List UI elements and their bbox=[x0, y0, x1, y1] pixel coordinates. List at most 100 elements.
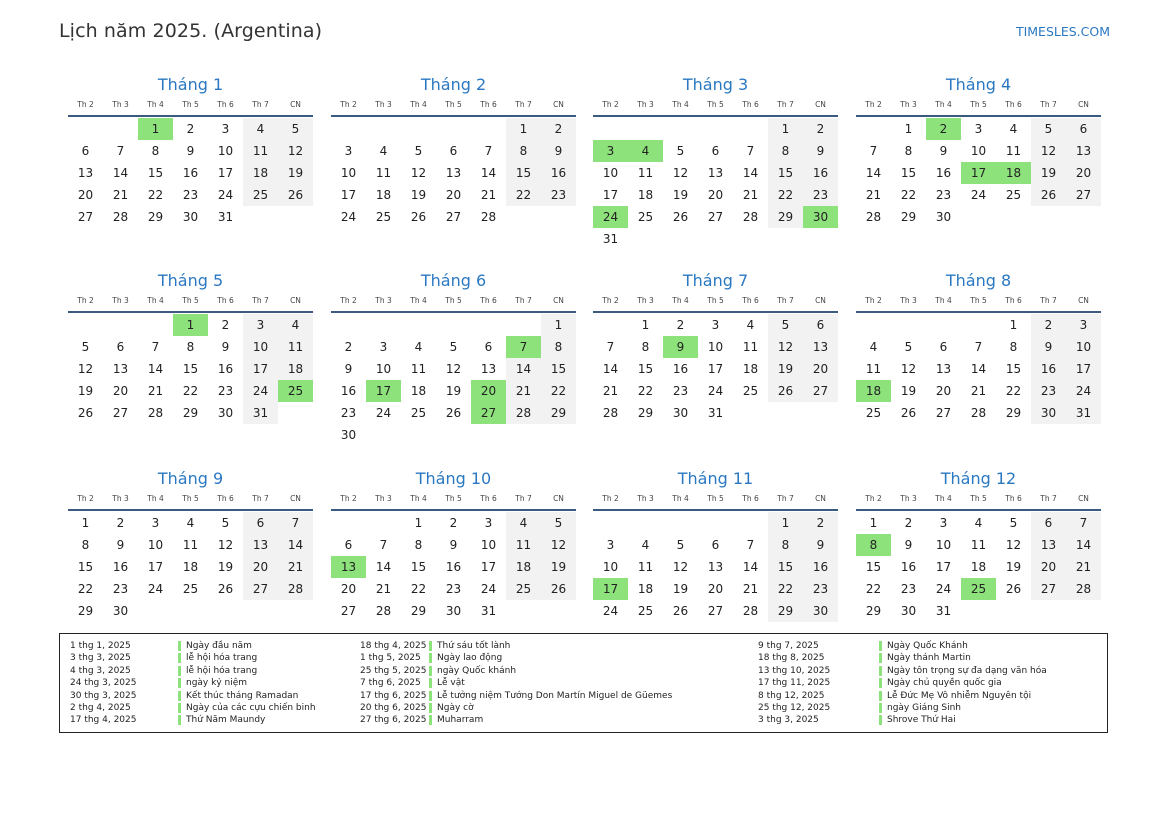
day-cell: 30 bbox=[445, 604, 462, 618]
day-cell: 13 bbox=[77, 166, 94, 180]
weekday-label: Th 3 bbox=[375, 100, 392, 109]
day-cell: 11 bbox=[742, 340, 759, 354]
month-calendar: Tháng 11 Th 2 Th 3 Th 4 Th 5 Th 6 Th 7 CN 1 2 3 4 5 6… bbox=[593, 468, 838, 622]
weekday-header: Th 2 Th 3 Th 4 Th 5 Th 6 Th 7 CN bbox=[593, 99, 838, 117]
weekday-label: Th 4 bbox=[935, 494, 952, 503]
day-cell: 18 bbox=[243, 162, 278, 184]
weekday-label: CN bbox=[553, 100, 564, 109]
weekday-label: CN bbox=[815, 296, 826, 305]
day-cell: 18 bbox=[637, 188, 654, 202]
weekday-label: Th 7 bbox=[1040, 100, 1057, 109]
day-cell: 27 bbox=[803, 380, 838, 402]
day-cell: 12 bbox=[77, 362, 94, 376]
holiday-date: 13 thg 10, 2025 bbox=[758, 665, 831, 676]
day-cell: 23 bbox=[217, 384, 234, 398]
day-cell: 14 bbox=[147, 362, 164, 376]
day-cell: 1 bbox=[506, 118, 541, 140]
day-cell: 10 bbox=[602, 560, 619, 574]
day-cell: 1 bbox=[904, 122, 913, 136]
site-link[interactable]: TIMESLES.COM bbox=[1015, 24, 1110, 39]
day-cell: 29 bbox=[77, 604, 94, 618]
holiday-day: 4 bbox=[628, 140, 663, 162]
holiday-date: 17 thg 11, 2025 bbox=[758, 678, 831, 689]
day-cell: 16 bbox=[900, 560, 917, 574]
day-cell: 7 bbox=[869, 144, 878, 158]
day-cell: 21 bbox=[375, 582, 392, 596]
day-cell: 5 bbox=[904, 340, 913, 354]
holiday-name: Ngày tôn trọng sự đa dạng văn hóa bbox=[879, 665, 1047, 676]
weekday-header: Th 2 Th 3 Th 4 Th 5 Th 6 Th 7 CN bbox=[856, 99, 1101, 117]
day-cell: 28 bbox=[742, 210, 759, 224]
day-cell: 11 bbox=[410, 362, 427, 376]
month-title: Tháng 9 bbox=[157, 469, 224, 488]
month-calendar: Tháng 12 Th 2 Th 3 Th 4 Th 5 Th 6 Th 7 CN 1 2 3 4 5 6… bbox=[856, 468, 1101, 622]
day-cell: 22 bbox=[865, 582, 882, 596]
month-calendar: Tháng 8 Th 2 Th 3 Th 4 Th 5 Th 6 Th 7 CN 1 2 3 4 5 6 7… bbox=[856, 270, 1101, 424]
day-cell: 23 bbox=[900, 582, 917, 596]
holiday-day: 17 bbox=[961, 162, 996, 184]
weekday-label: Th 5 bbox=[182, 494, 199, 503]
day-cell: 6 bbox=[81, 144, 90, 158]
day-cell: 12 bbox=[672, 560, 689, 574]
day-cell: 19 bbox=[445, 384, 462, 398]
holiday-day: 1 bbox=[173, 314, 208, 336]
holiday-day: 18 bbox=[856, 380, 891, 402]
weekday-label: Th 4 bbox=[147, 494, 164, 503]
weekday-label: CN bbox=[290, 494, 301, 503]
weekday-label: Th 5 bbox=[445, 100, 462, 109]
day-cell: 19 bbox=[672, 188, 689, 202]
weekday-label: CN bbox=[1078, 494, 1089, 503]
day-cell: 29 bbox=[1005, 406, 1022, 420]
day-cell: 13 bbox=[480, 362, 497, 376]
holiday-item: 17 thg 4, 2025 Thứ Năm Maundy bbox=[70, 714, 265, 726]
holiday-date: 27 thg 6, 2025 bbox=[360, 715, 427, 726]
empty-cell bbox=[331, 314, 366, 336]
month-title: Tháng 3 bbox=[682, 75, 749, 94]
day-cell: 19 bbox=[672, 582, 689, 596]
weekday-header: Th 2 Th 3 Th 4 Th 5 Th 6 Th 7 CN bbox=[593, 493, 838, 511]
day-cell: 17 bbox=[1066, 358, 1101, 380]
day-cell: 23 bbox=[340, 406, 357, 420]
day-cell: 28 bbox=[147, 406, 164, 420]
holiday-day: 20 bbox=[471, 380, 506, 402]
day-cell: 19 bbox=[410, 188, 427, 202]
empty-cell bbox=[103, 314, 138, 336]
day-cell: 9 bbox=[344, 362, 353, 376]
weekday-label: Th 4 bbox=[410, 494, 427, 503]
day-cell: 7 bbox=[746, 538, 755, 552]
holiday-item: 17 thg 11, 2025 Ngày chủ quyền quốc gia bbox=[758, 677, 1002, 689]
day-cell: 1 bbox=[1009, 318, 1018, 332]
weekday-label: Th 4 bbox=[147, 296, 164, 305]
day-cell: 6 bbox=[116, 340, 125, 354]
day-cell: 15 bbox=[865, 560, 882, 574]
day-cell: 8 bbox=[151, 144, 160, 158]
month-title: Tháng 10 bbox=[415, 469, 492, 488]
day-cell: 22 bbox=[637, 384, 654, 398]
day-cell: 10 bbox=[602, 166, 619, 180]
weekday-label: Th 4 bbox=[672, 296, 689, 305]
day-cell: 22 bbox=[182, 384, 199, 398]
holiday-item: 17 thg 6, 2025 Lễ tưởng niệm Tướng Don Ma… bbox=[360, 690, 672, 702]
day-cell: 10 bbox=[217, 144, 234, 158]
day-cell: 8 bbox=[414, 538, 423, 552]
day-cell: 5 bbox=[676, 144, 685, 158]
day-cell: 26 bbox=[900, 406, 917, 420]
day-cell: 10 bbox=[375, 362, 392, 376]
day-cell: 29 bbox=[410, 604, 427, 618]
day-cell: 3 bbox=[379, 340, 388, 354]
day-cell: 19 bbox=[1031, 162, 1066, 184]
holiday-item: 25 thg 12, 2025 ngày Giáng Sinh bbox=[758, 702, 961, 714]
empty-cell bbox=[401, 118, 436, 140]
day-cell: 10 bbox=[243, 336, 278, 358]
weekday-label: Th 6 bbox=[1005, 494, 1022, 503]
day-cell: 26 bbox=[1005, 582, 1022, 596]
month-title: Tháng 4 bbox=[945, 75, 1012, 94]
day-cell: 11 bbox=[506, 534, 541, 556]
day-cell: 4 bbox=[414, 340, 423, 354]
day-cell: 25 bbox=[637, 604, 654, 618]
day-cell: 15 bbox=[1005, 362, 1022, 376]
day-cell: 9 bbox=[541, 140, 576, 162]
holiday-day: 9 bbox=[663, 336, 698, 358]
day-cell: 24 bbox=[243, 380, 278, 402]
weekday-label: Th 7 bbox=[777, 100, 794, 109]
